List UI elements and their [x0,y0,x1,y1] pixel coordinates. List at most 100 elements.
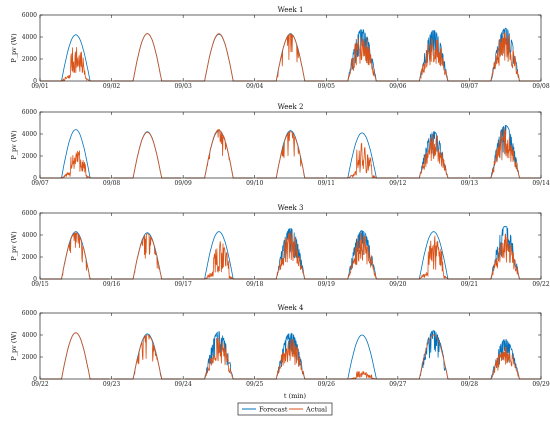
forecast-line [185,231,253,280]
x-tick-label: 09/25 [246,381,263,388]
forecast-line [113,131,182,179]
x-tick-label: 09/24 [174,381,191,388]
actual-line [256,231,325,280]
panel-title: Week 1 [278,6,304,14]
panel-week-2: Week 2 P_pv (W) 0 2000 4000 6000 09/07 09/08 09/… [10,103,550,187]
actual-line [42,47,110,82]
panel-week-1: Week 1 P_pv (W) 0 2000 4000 6000 09/01 09/02 09/… [10,6,550,90]
x-tick-label: 09/06 [389,83,406,90]
panel-week-4: Week 4 P_pv (W) 0 2000 4000 6000 09/22 09/23 09/… [10,304,550,388]
panel-title: Week 3 [278,204,304,212]
y-tick-label: 0 [33,175,37,182]
forecast-line [113,232,182,280]
x-tick-label: 09/04 [246,83,263,90]
x-tick-label: 09/17 [174,281,191,288]
actual-line [256,338,325,380]
actual-line [328,370,396,380]
actual-line [185,336,253,380]
actual-line [328,37,396,82]
actual-line [471,233,539,280]
x-tick-label: 09/08 [532,83,549,90]
y-tick-label: 6000 [22,210,37,217]
y-tick-label: 4000 [22,131,37,138]
x-tick-label: 09/14 [532,180,549,187]
forecast-line [328,132,396,179]
actual-line [399,37,468,82]
y-tick-label: 6000 [22,12,37,19]
panel-frame [39,14,542,82]
actual-line [328,142,396,179]
actual-line [256,33,325,82]
actual-line [113,334,182,380]
y-tick-label: 2000 [22,254,37,261]
actual-line [471,32,539,82]
actual-line [42,332,110,380]
y-tick-label: 4000 [22,232,37,239]
legend-box [237,402,333,416]
x-tick-label: 09/16 [103,281,120,288]
x-tick-label: 09/02 [103,83,120,90]
x-tick-label: 09/23 [103,381,120,388]
forecast-line [185,33,253,82]
x-tick-label: 09/05 [318,83,335,90]
x-tick-label: 09/28 [461,381,478,388]
y-tick-label: 2000 [22,354,37,361]
y-tick-label: 0 [33,78,37,85]
forecast-line [399,330,468,380]
legend-actual-label: Actual [305,406,327,414]
forecast-line [113,33,182,82]
actual-line [42,232,110,280]
actual-line [185,33,253,82]
x-tick-label: 09/18 [246,281,263,288]
y-axis-label: P_pv (W) [10,33,18,63]
actual-line [256,131,325,179]
x-tick-label: 09/07 [31,180,48,187]
y-axis-label: P_pv (W) [10,331,18,361]
y-tick-label: 2000 [22,56,37,63]
panels-group: Week 1 P_pv (W) 0 2000 4000 6000 09/01 09/02 09/… [10,6,550,388]
legend-forecast-label: Forecast [259,406,288,414]
actual-line [399,235,468,280]
panel-title: Week 2 [278,103,304,111]
x-tick-label: 09/10 [246,180,263,187]
actual-line [399,134,468,179]
forecast-line [42,129,110,179]
x-tick-label: 09/09 [174,180,191,187]
x-tick-label: 09/13 [461,180,478,187]
x-tick-label: 09/11 [318,180,335,187]
actual-line [113,233,182,280]
forecast-line [256,130,325,179]
x-tick-label: 09/27 [389,381,406,388]
actual-line [185,129,253,179]
legend: Forecast Actual [237,402,333,416]
actual-line [185,241,253,280]
y-tick-label: 4000 [22,34,37,41]
forecast-line [42,34,110,82]
x-tick-label: 09/12 [389,180,406,187]
x-tick-label: 09/19 [318,281,335,288]
x-tick-label: 09/29 [532,381,549,388]
actual-line [113,131,182,179]
forecast-line [399,231,468,280]
y-axis-label: P_pv (W) [10,231,18,261]
forecast-line [185,331,253,380]
x-tick-label: 09/26 [318,381,335,388]
x-tick-label: 09/22 [31,381,48,388]
actual-line [42,150,110,179]
panel-title: Week 4 [278,304,304,312]
panel-week-3: Week 3 P_pv (W) 0 2000 4000 6000 09/15 09/16 09/… [10,204,550,288]
y-tick-label: 0 [33,276,37,283]
actual-line [113,33,182,82]
forecast-line [471,225,539,280]
forecast-line [328,334,396,380]
forecast-line [185,130,253,179]
actual-line [471,346,539,380]
y-axis-label: P_pv (W) [10,130,18,160]
x-tick-label: 09/03 [174,83,191,90]
y-tick-label: 0 [33,376,37,383]
y-tick-label: 6000 [22,310,37,317]
x-tick-label: 09/22 [532,281,549,288]
forecast-line [42,332,110,380]
x-tick-label: 09/15 [31,281,48,288]
